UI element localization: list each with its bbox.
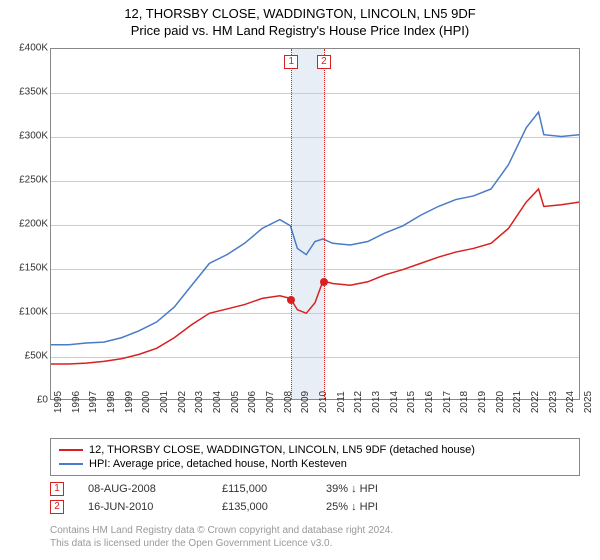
y-axis-label: £200K xyxy=(0,219,48,230)
x-axis-label: 2021 xyxy=(512,391,523,413)
y-axis-label: £100K xyxy=(0,307,48,318)
y-axis-label: £350K xyxy=(0,87,48,98)
x-axis-label: 1995 xyxy=(53,391,64,413)
legend-label: HPI: Average price, detached house, Nort… xyxy=(89,458,347,470)
chart-subtitle: Price paid vs. HM Land Registry's House … xyxy=(0,23,600,38)
sale-row: 1 08-AUG-2008 £115,000 39% ↓ HPI xyxy=(50,480,580,498)
y-axis-label: £150K xyxy=(0,263,48,274)
x-axis-label: 2012 xyxy=(353,391,364,413)
sale-marker-line xyxy=(291,49,292,399)
price-chart: 12 xyxy=(50,48,580,400)
x-axis-label: 2001 xyxy=(159,391,170,413)
x-axis-label: 2003 xyxy=(194,391,205,413)
x-axis-label: 2002 xyxy=(177,391,188,413)
x-axis-label: 2009 xyxy=(300,391,311,413)
x-axis-label: 1998 xyxy=(106,391,117,413)
legend-label: 12, THORSBY CLOSE, WADDINGTON, LINCOLN, … xyxy=(89,444,475,456)
x-axis-label: 2024 xyxy=(565,391,576,413)
x-axis-label: 2004 xyxy=(212,391,223,413)
x-axis-label: 2014 xyxy=(389,391,400,413)
x-axis-label: 2006 xyxy=(247,391,258,413)
x-axis-label: 2008 xyxy=(283,391,294,413)
x-axis-label: 2010 xyxy=(318,391,329,413)
sale-price: £115,000 xyxy=(222,483,302,495)
series-line-hpi xyxy=(51,112,579,345)
y-axis-label: £400K xyxy=(0,43,48,54)
x-axis-label: 1996 xyxy=(71,391,82,413)
x-axis-label: 2017 xyxy=(442,391,453,413)
y-axis-label: £0 xyxy=(0,395,48,406)
x-axis-label: 2011 xyxy=(336,391,347,413)
legend-swatch xyxy=(59,463,83,465)
y-axis-label: £50K xyxy=(0,351,48,362)
sale-date: 16-JUN-2010 xyxy=(88,501,198,513)
sale-marker-box: 2 xyxy=(317,55,331,69)
footer-line-1: Contains HM Land Registry data © Crown c… xyxy=(50,524,580,537)
sales-table: 1 08-AUG-2008 £115,000 39% ↓ HPI 2 16-JUN-201… xyxy=(50,480,580,516)
footer-attribution: Contains HM Land Registry data © Crown c… xyxy=(50,524,580,550)
series-line-property xyxy=(51,189,579,364)
y-axis-label: £250K xyxy=(0,175,48,186)
x-axis-label: 1999 xyxy=(124,391,135,413)
sale-marker-dot xyxy=(287,296,295,304)
sale-marker-dot xyxy=(320,278,328,286)
sale-date: 08-AUG-2008 xyxy=(88,483,198,495)
legend-item: 12, THORSBY CLOSE, WADDINGTON, LINCOLN, … xyxy=(59,443,571,457)
sale-marker-box: 1 xyxy=(284,55,298,69)
legend-item: HPI: Average price, detached house, Nort… xyxy=(59,457,571,471)
x-axis-label: 2018 xyxy=(459,391,470,413)
sale-price: £135,000 xyxy=(222,501,302,513)
sale-hpi-delta: 39% ↓ HPI xyxy=(326,483,580,495)
x-axis-label: 2016 xyxy=(424,391,435,413)
x-axis-label: 2015 xyxy=(406,391,417,413)
sale-row-marker: 2 xyxy=(50,500,64,514)
sale-hpi-delta: 25% ↓ HPI xyxy=(326,501,580,513)
x-axis-label: 2023 xyxy=(548,391,559,413)
sale-marker-line xyxy=(324,49,325,399)
legend-swatch xyxy=(59,449,83,451)
x-axis-label: 2019 xyxy=(477,391,488,413)
x-axis-label: 2005 xyxy=(230,391,241,413)
x-axis-label: 2007 xyxy=(265,391,276,413)
x-axis-label: 2025 xyxy=(583,391,594,413)
chart-legend: 12, THORSBY CLOSE, WADDINGTON, LINCOLN, … xyxy=(50,438,580,476)
sale-row-marker: 1 xyxy=(50,482,64,496)
x-axis-label: 2020 xyxy=(495,391,506,413)
x-axis-label: 2013 xyxy=(371,391,382,413)
x-axis-label: 1997 xyxy=(88,391,99,413)
sale-row: 2 16-JUN-2010 £135,000 25% ↓ HPI xyxy=(50,498,580,516)
footer-line-2: This data is licensed under the Open Gov… xyxy=(50,537,580,550)
x-axis-label: 2000 xyxy=(141,391,152,413)
y-axis-label: £300K xyxy=(0,131,48,142)
x-axis-label: 2022 xyxy=(530,391,541,413)
chart-title-address: 12, THORSBY CLOSE, WADDINGTON, LINCOLN, … xyxy=(0,6,600,21)
